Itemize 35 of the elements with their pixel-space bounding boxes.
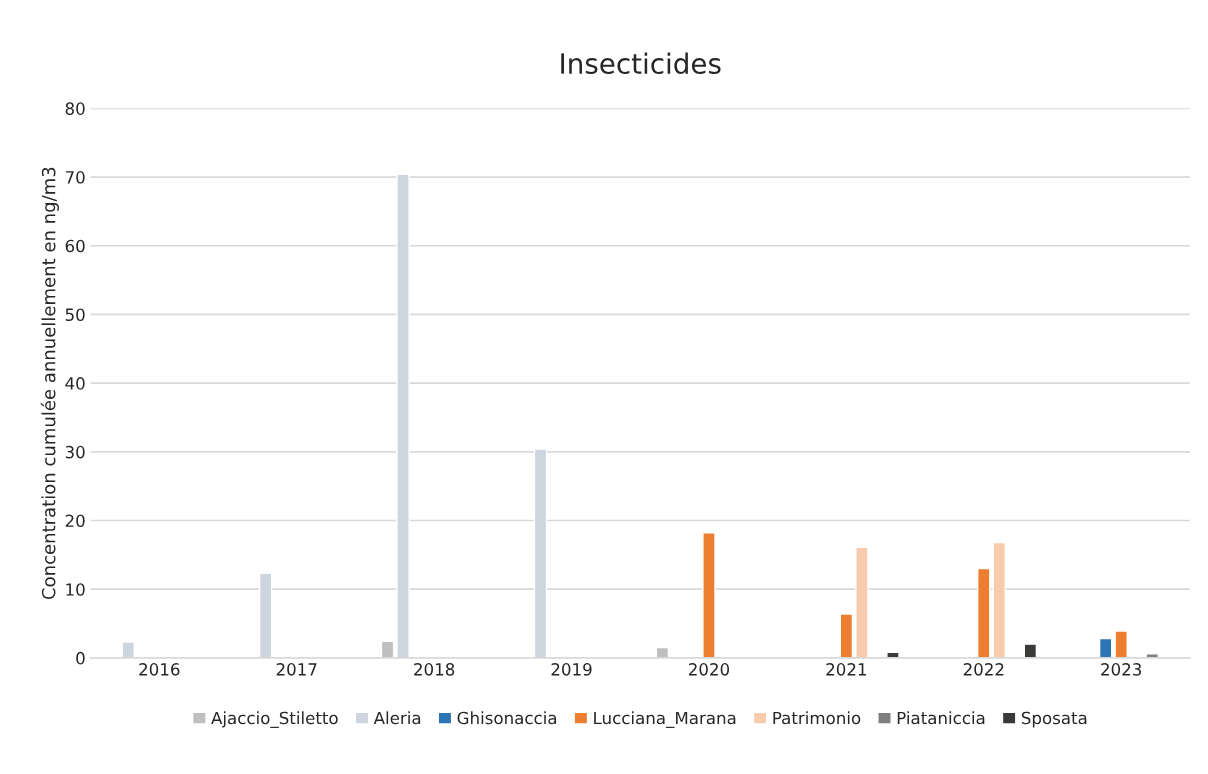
bar (992, 541, 1007, 658)
x-tick-label: 2021 (826, 663, 867, 676)
bar (977, 567, 991, 658)
bar (380, 640, 395, 658)
legend-label: Lucciana_Marana (594, 711, 736, 728)
x-tick-label: 2018 (414, 663, 455, 676)
legend-label: Sposata (1021, 711, 1087, 728)
x-tick-label: 2020 (688, 663, 730, 676)
y-tick-label: 30 (65, 445, 85, 459)
y-tick-label: 70 (65, 171, 85, 184)
y-tick-label: 0 (76, 651, 85, 665)
y-tick-label: 10 (66, 583, 85, 596)
y-tick-label: 60 (65, 239, 85, 253)
bar (702, 532, 716, 658)
bar (855, 546, 869, 658)
legend-label: Piataniccia (897, 711, 985, 725)
chart-title: Insecticides (561, 52, 721, 75)
legend-label: Aleria (373, 711, 421, 725)
legend-label: Ajaccio_Stiletto (211, 711, 338, 728)
bar (839, 613, 854, 658)
bar (1098, 637, 1113, 658)
x-tick-label: 2016 (139, 663, 180, 676)
x-tick-label: 2023 (1101, 663, 1142, 676)
x-tick-label: 2019 (551, 663, 592, 676)
y-tick-label: 80 (65, 102, 85, 115)
y-tick-label: 40 (65, 377, 85, 390)
y-tick-label: 20 (65, 514, 85, 528)
bar (1023, 643, 1038, 658)
y-tick-label: 50 (65, 308, 85, 322)
legend-label: Patrimonio (773, 711, 861, 725)
bar (1114, 630, 1128, 658)
y-axis-title: Concentration cumulée annuellement en ng/m3 (40, 167, 59, 600)
x-tick-label: 2017 (276, 663, 317, 676)
legend-label: Ghisonaccia (457, 711, 557, 725)
x-tick-label: 2022 (963, 663, 1004, 676)
